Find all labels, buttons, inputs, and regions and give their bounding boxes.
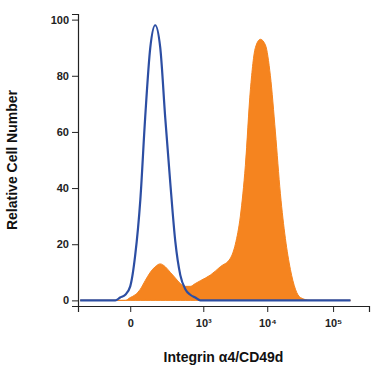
y-axis: 0 20 40 60 80 100 xyxy=(51,14,79,307)
x-tick: 10³ xyxy=(196,306,212,329)
x-tick-label: 0 xyxy=(128,317,134,329)
x-tick-mark xyxy=(130,306,131,312)
y-tick: 80 xyxy=(57,70,78,82)
x-tick-label: 10³ xyxy=(196,317,212,329)
chart: 0 10³ 10⁴ 10⁵ 0 20 40 60 80 100 Integrin α4/CD49d R… xyxy=(0,0,375,375)
x-tick: 10⁴ xyxy=(259,306,277,329)
y-tick: 20 xyxy=(57,238,78,250)
x-tick-mark xyxy=(267,306,268,312)
histogram-line xyxy=(80,25,350,300)
y-tick: 40 xyxy=(57,182,78,194)
x-tick-label: 10⁵ xyxy=(325,317,342,329)
y-axis-line xyxy=(72,15,79,307)
x-tick-label: 10⁴ xyxy=(259,317,277,329)
x-tick-mark xyxy=(333,306,334,312)
plot-area xyxy=(80,25,350,300)
x-axis-title: Integrin α4/CD49d xyxy=(164,349,284,365)
y-tick-label: 80 xyxy=(57,70,69,82)
x-tick-mark xyxy=(203,306,204,312)
histogram-area xyxy=(80,39,350,300)
y-tick-mark xyxy=(72,300,78,301)
y-tick-mark xyxy=(72,76,78,77)
x-axis-line xyxy=(79,307,370,313)
y-axis-title: Relative Cell Number xyxy=(4,89,20,230)
y-tick: 100 xyxy=(51,14,78,26)
y-tick-label: 20 xyxy=(57,238,69,250)
y-tick-label: 100 xyxy=(51,14,69,26)
x-tick: 10⁵ xyxy=(325,306,342,329)
y-tick-mark xyxy=(72,244,78,245)
y-tick-mark xyxy=(72,132,78,133)
y-tick-label: 60 xyxy=(57,126,69,138)
x-tick: 0 xyxy=(128,306,134,329)
y-tick-label: 0 xyxy=(63,294,69,306)
y-tick-mark xyxy=(72,20,78,21)
y-tick: 60 xyxy=(57,126,78,138)
y-tick-label: 40 xyxy=(57,182,69,194)
y-tick-mark xyxy=(72,188,78,189)
y-tick: 0 xyxy=(63,294,78,306)
x-axis: 0 10³ 10⁴ 10⁵ xyxy=(79,306,370,329)
